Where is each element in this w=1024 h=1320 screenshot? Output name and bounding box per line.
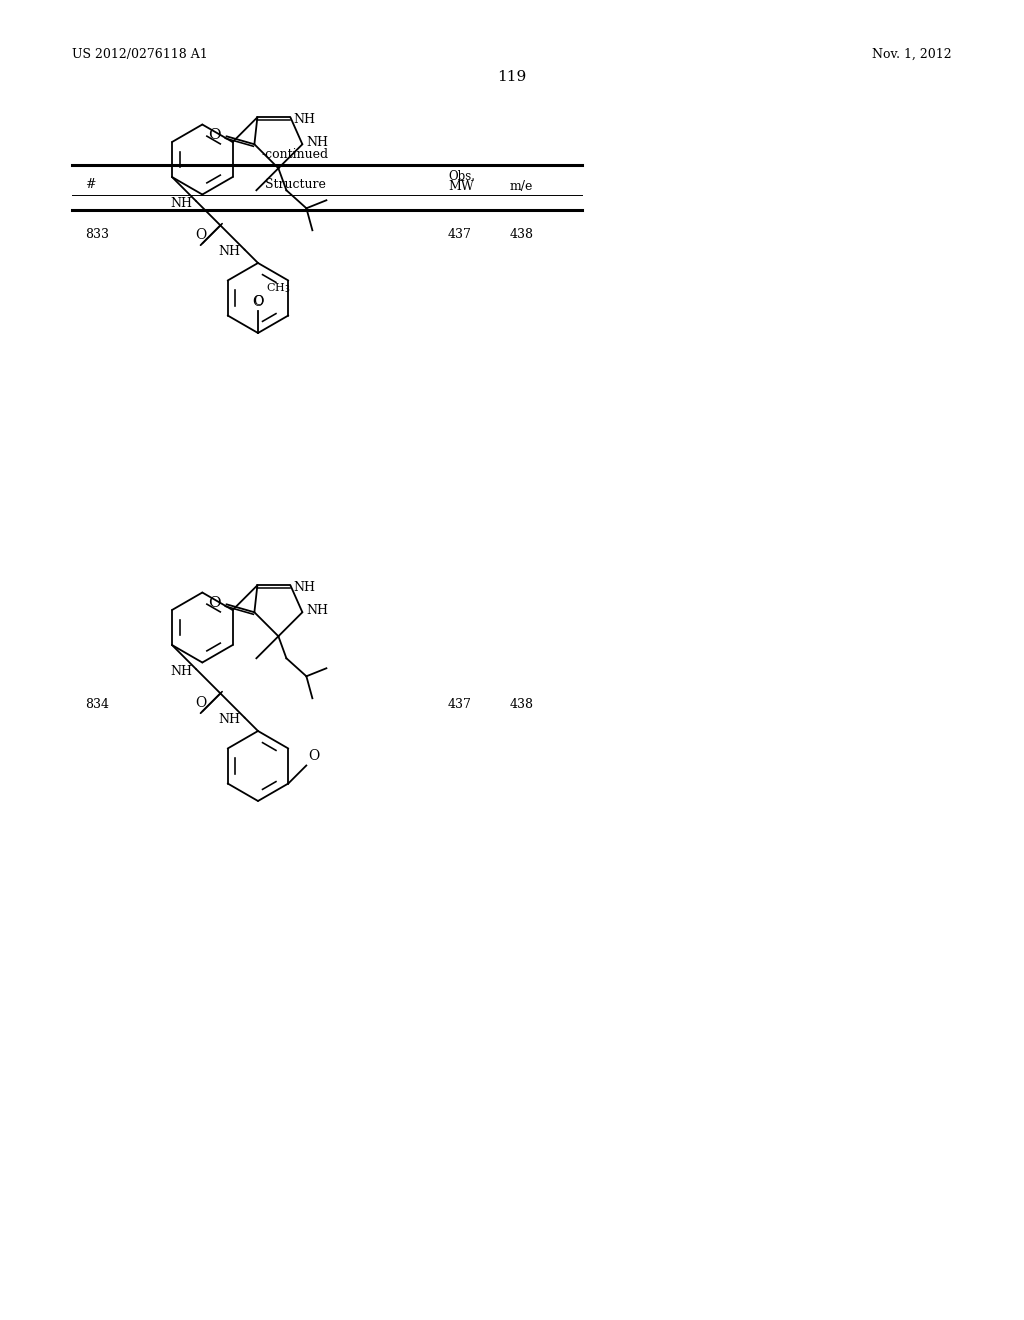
Text: 438: 438	[510, 228, 534, 242]
Text: CH$_3$: CH$_3$	[266, 281, 291, 294]
Text: m/e: m/e	[510, 180, 534, 193]
Text: Obs.: Obs.	[449, 170, 475, 183]
Text: 438: 438	[510, 698, 534, 711]
Text: O: O	[252, 294, 263, 309]
Text: NH: NH	[170, 665, 193, 677]
Text: NH: NH	[294, 114, 315, 127]
Text: NH: NH	[218, 713, 241, 726]
Text: US 2012/0276118 A1: US 2012/0276118 A1	[72, 48, 208, 61]
Text: -continued: -continued	[261, 148, 329, 161]
Text: #: #	[85, 178, 95, 191]
Text: Nov. 1, 2012: Nov. 1, 2012	[872, 48, 952, 61]
Text: 119: 119	[498, 70, 526, 84]
Text: O: O	[208, 597, 220, 610]
Text: NH: NH	[306, 136, 329, 149]
Text: MW: MW	[449, 180, 474, 193]
Text: Structure: Structure	[264, 178, 326, 191]
Text: 437: 437	[449, 228, 472, 242]
Text: O: O	[308, 750, 319, 763]
Text: 833: 833	[85, 228, 109, 242]
Text: 834: 834	[85, 698, 109, 711]
Text: O: O	[208, 128, 220, 143]
Text: O: O	[253, 294, 263, 308]
Text: 437: 437	[449, 698, 472, 711]
Text: O: O	[195, 696, 206, 710]
Text: NH: NH	[218, 246, 241, 259]
Text: O: O	[195, 228, 206, 242]
Text: NH: NH	[306, 603, 329, 616]
Text: NH: NH	[294, 581, 315, 594]
Text: NH: NH	[170, 197, 193, 210]
